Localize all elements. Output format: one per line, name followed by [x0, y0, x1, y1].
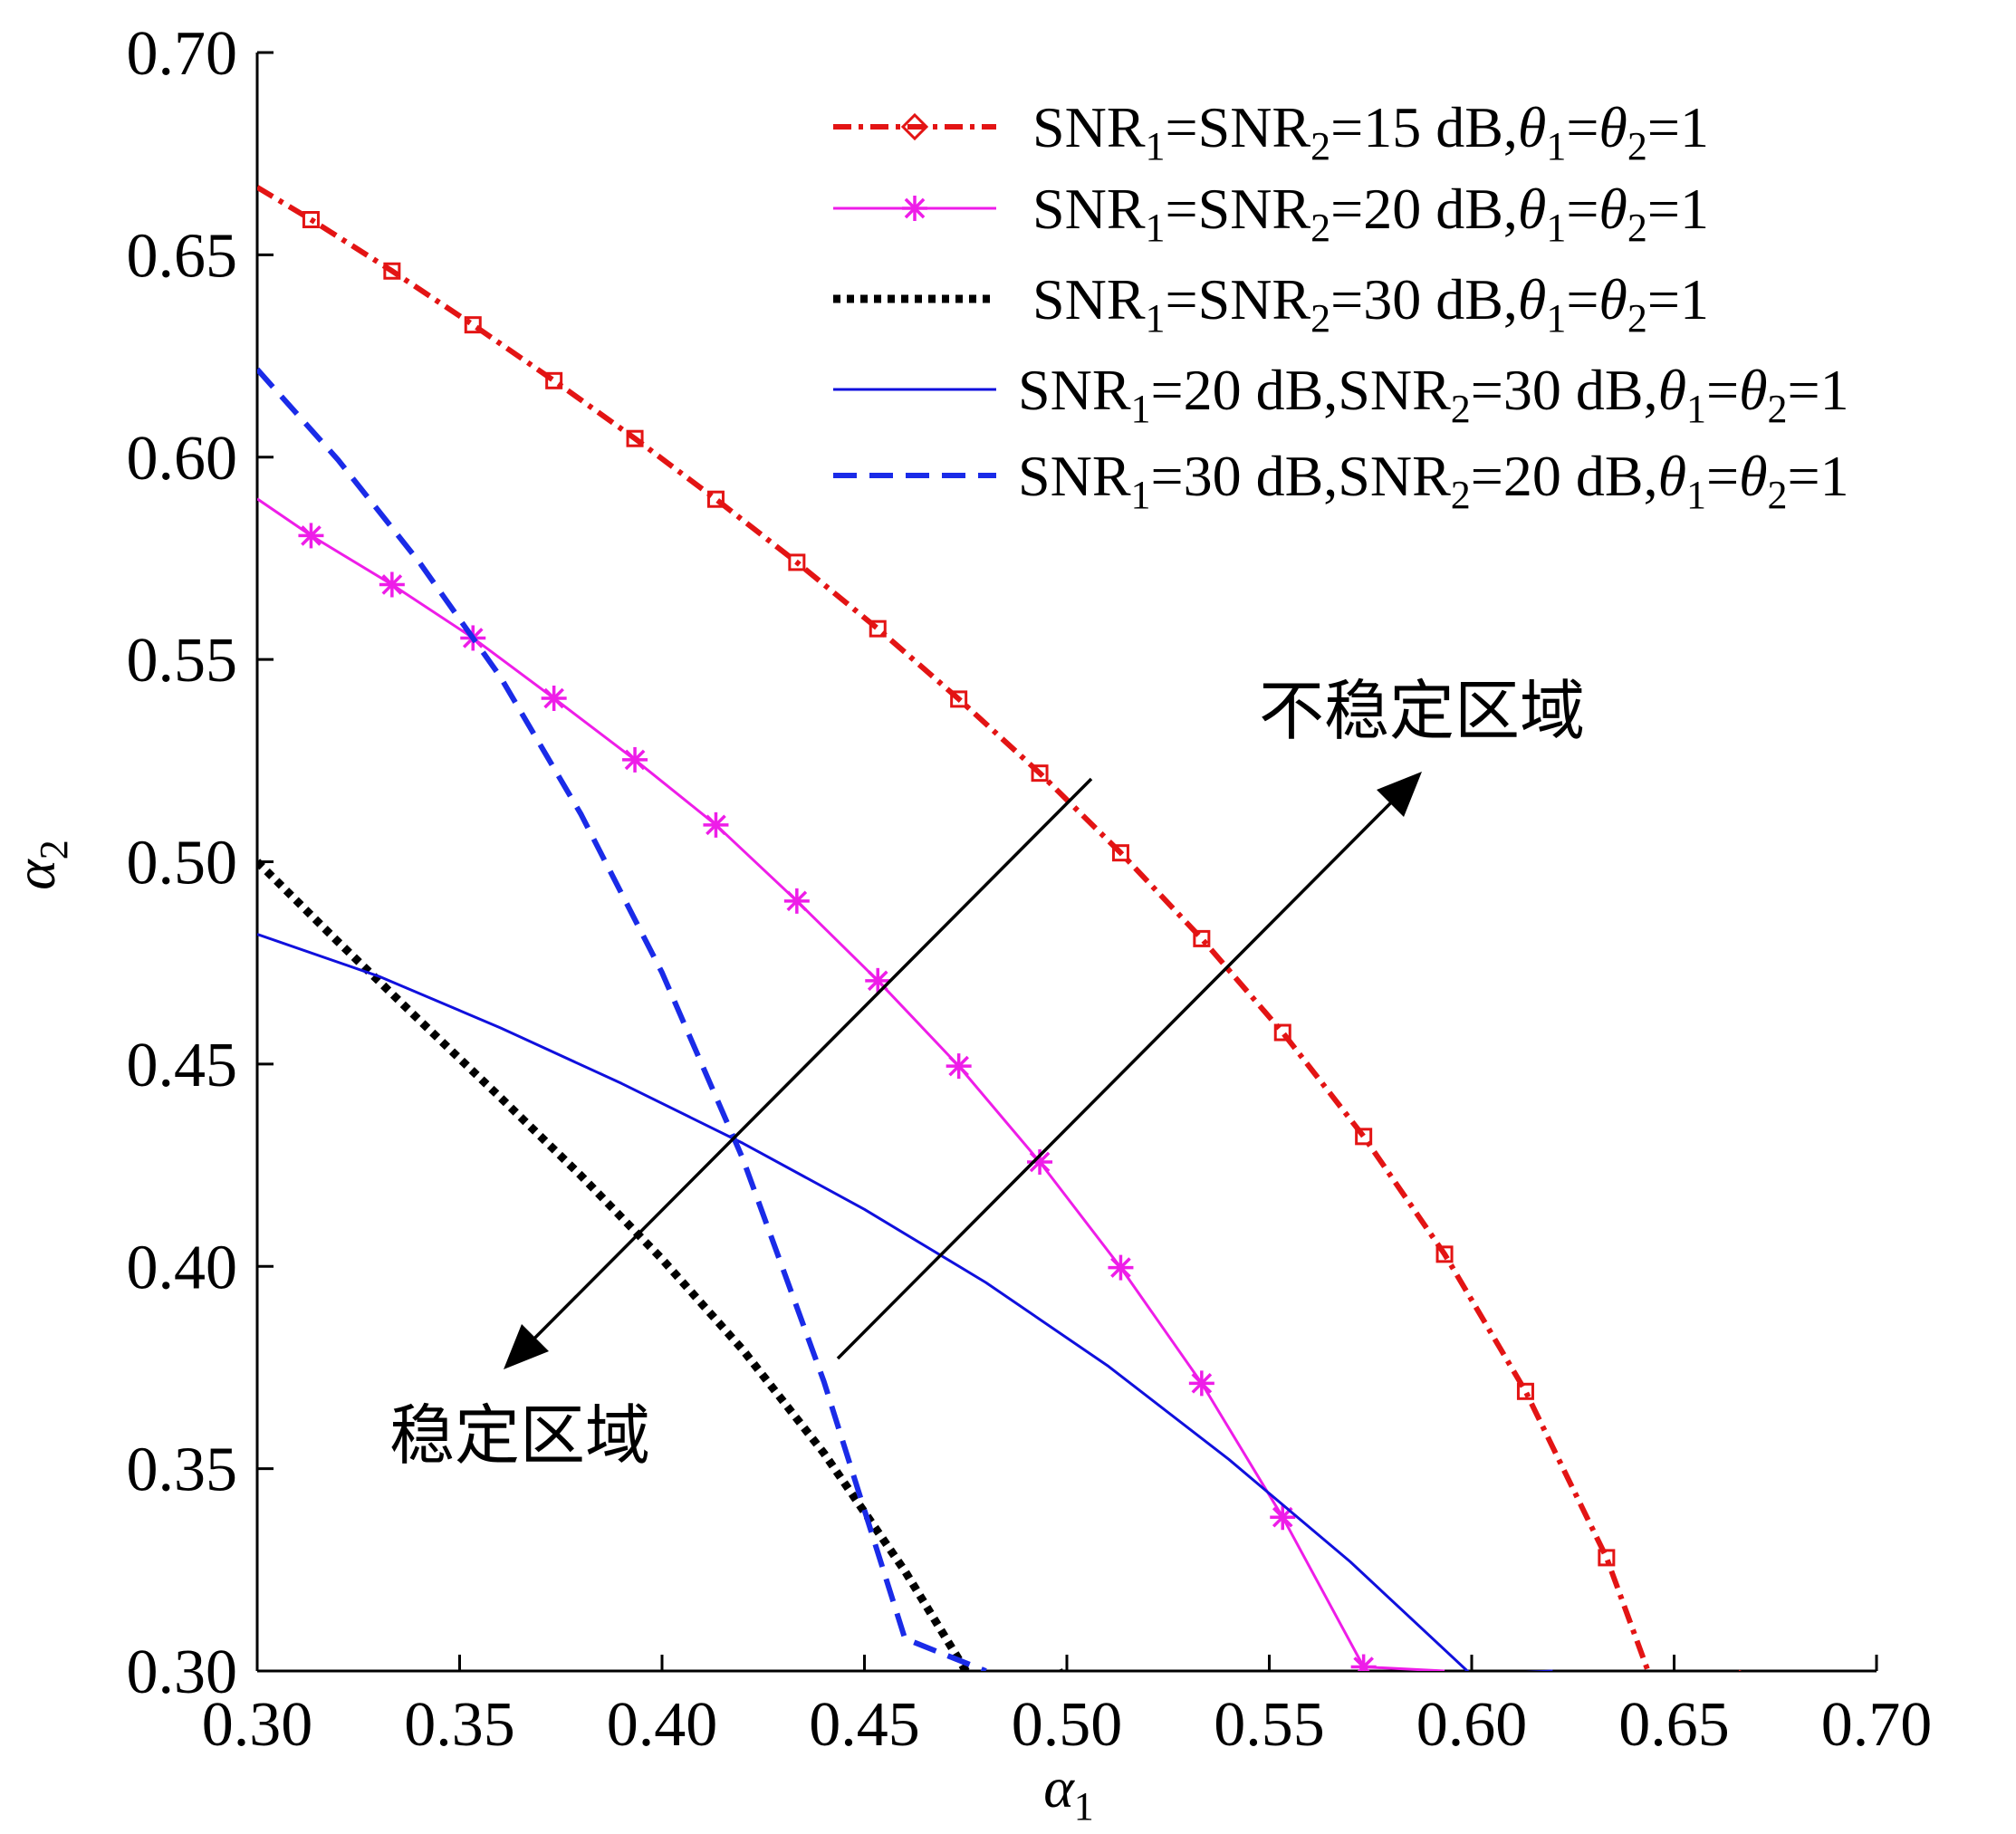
data-point [626, 429, 644, 447]
region-arrows [504, 772, 1422, 1369]
x-ticks: 0.30 0.35 0.40 0.45 0.50 0.55 0.60 0.65 0.70 [202, 1655, 1933, 1760]
data-point [302, 211, 320, 229]
legend-item: SNR1=SNR2=30 dB,θ1=θ2=1 [833, 267, 1709, 341]
data-point [1350, 1654, 1377, 1671]
x-tick-label: 0.35 [404, 1690, 515, 1760]
y-ticks: 0.30 0.35 0.40 0.45 0.50 0.55 0.60 0.65 0.70 [127, 19, 274, 1707]
data-point [1270, 1504, 1296, 1531]
y-tick-label: 0.35 [127, 1436, 238, 1505]
x-tick-label: 0.70 [1821, 1690, 1933, 1760]
data-point [1680, 1772, 1694, 1786]
x-tick-label: 0.45 [809, 1690, 920, 1760]
data-point [1598, 1549, 1616, 1567]
data-point [946, 1053, 972, 1080]
data-point [1027, 1148, 1053, 1175]
data-point [1108, 1254, 1134, 1281]
unstable-region-label: 不稳定区域 [1259, 673, 1585, 749]
legend-label: SNR1=30 dB,SNR2=20 dB,θ1=θ2=1 [1018, 444, 1849, 517]
legend-label: SNR1=SNR2=30 dB,θ1=θ2=1 [1032, 267, 1709, 341]
legend-label: SNR1=SNR2=15 dB,θ1=θ2=1 [1032, 95, 1709, 168]
y-tick-label: 0.60 [127, 424, 238, 494]
legend-item: SNR1=SNR2=20 dB,θ1=θ2=1 [833, 177, 1709, 250]
series-line [257, 933, 1553, 1671]
x-axis-label: α1 [1043, 1755, 1094, 1829]
series-4 [257, 933, 1553, 1671]
data-point [950, 690, 968, 708]
legend-marker [902, 196, 927, 221]
series-2 [257, 497, 1445, 1671]
data-point [379, 571, 405, 598]
y-tick-label: 0.40 [127, 1233, 238, 1302]
y-axis-label-base: α [3, 859, 67, 890]
data-point [545, 371, 563, 389]
data-point [788, 553, 806, 571]
legend-item: SNR1=SNR2=15 dB,θ1=θ2=1 [833, 95, 1709, 168]
series-1 [257, 185, 1742, 1786]
series-layer [257, 185, 1742, 1786]
legend-item: SNR1=30 dB,SNR2=20 dB,θ1=θ2=1 [833, 444, 1849, 517]
x-axis-label-base: α [1043, 1755, 1075, 1820]
legend-label: SNR1=20 dB,SNR2=30 dB,θ1=θ2=1 [1018, 358, 1849, 431]
data-point [1435, 1245, 1454, 1263]
data-point [1273, 1023, 1291, 1042]
legend-item: SNR1=20 dB,SNR2=30 dB,θ1=θ2=1 [833, 358, 1849, 431]
arrow-to-unstable-region-head [1377, 772, 1422, 817]
data-point [1188, 1370, 1214, 1397]
data-point [1516, 1382, 1534, 1400]
data-point [541, 686, 567, 712]
x-tick-label: 0.30 [202, 1690, 313, 1760]
data-point [865, 967, 891, 994]
y-axis-label-sub: 2 [32, 840, 76, 859]
data-point [783, 888, 810, 914]
y-axis-label: α2 [3, 840, 76, 890]
data-point [1111, 844, 1129, 862]
legend: SNR1=SNR2=15 dB,θ1=θ2=1 SNR1=SNR2=20 dB,θ… [833, 95, 1849, 517]
x-tick-label: 0.55 [1214, 1690, 1325, 1760]
data-point [298, 523, 324, 549]
arrow-to-unstable-region [836, 779, 1415, 1360]
arrow-to-stable-region-head [504, 1324, 549, 1369]
data-point [869, 619, 887, 638]
legend-marker [900, 112, 929, 141]
series-5 [257, 367, 987, 1671]
legend-label: SNR1=SNR2=20 dB,θ1=θ2=1 [1032, 177, 1709, 250]
x-tick-label: 0.60 [1416, 1690, 1528, 1760]
y-tick-label: 0.70 [127, 19, 238, 89]
series-line [257, 497, 1445, 1671]
x-axis-label-sub: 1 [1074, 1784, 1094, 1829]
data-point [1031, 764, 1049, 783]
data-point [706, 490, 725, 508]
x-tick-label: 0.65 [1618, 1690, 1730, 1760]
series-line [257, 367, 987, 1671]
series-line [257, 859, 1067, 1671]
y-tick-label: 0.45 [127, 1031, 238, 1100]
data-point [1355, 1128, 1373, 1146]
y-tick-label: 0.30 [127, 1637, 238, 1707]
series-3 [257, 859, 1067, 1671]
data-point [464, 316, 482, 334]
y-tick-label: 0.65 [127, 221, 238, 291]
series-line [257, 185, 1742, 1671]
x-tick-label: 0.50 [1012, 1690, 1123, 1760]
y-tick-label: 0.50 [127, 829, 238, 898]
stable-region-label: 稳定区域 [389, 1397, 650, 1474]
data-point [703, 811, 729, 838]
data-point [1193, 929, 1211, 947]
y-tick-label: 0.55 [127, 626, 238, 696]
arrow-to-stable-region [510, 777, 1093, 1363]
x-tick-label: 0.40 [607, 1690, 718, 1760]
data-point [622, 746, 648, 773]
data-point [383, 262, 401, 280]
